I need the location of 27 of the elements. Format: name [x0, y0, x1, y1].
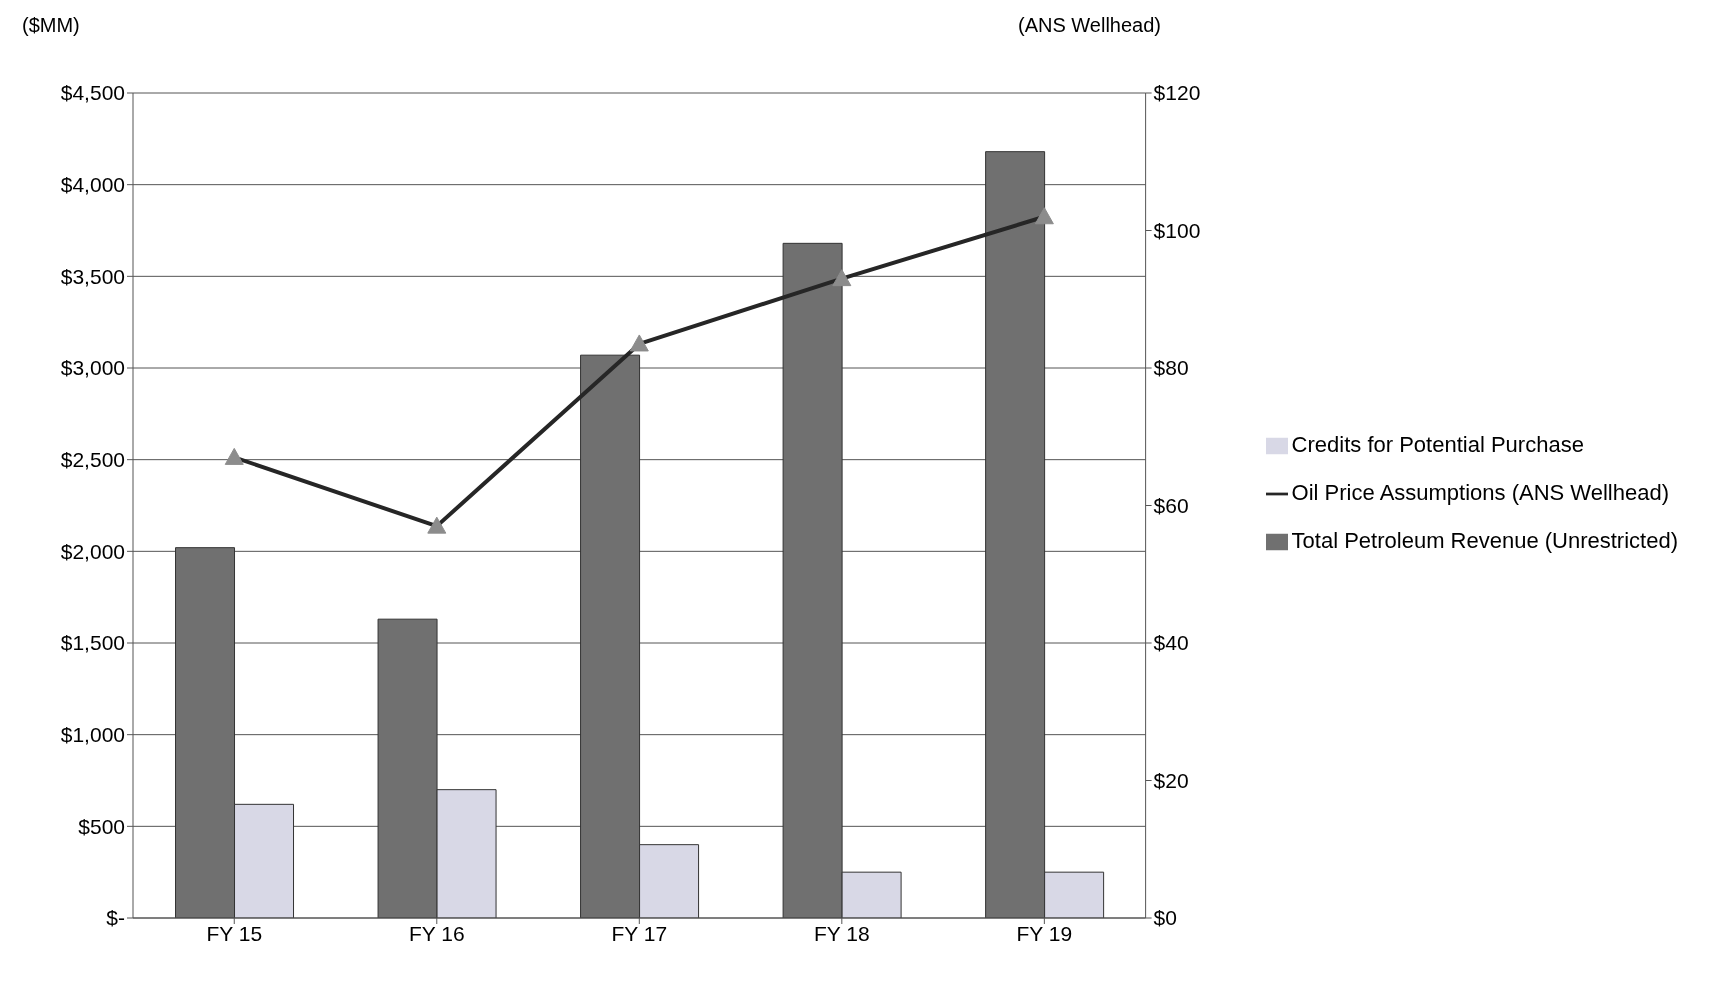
- y-tick-label: $4,500: [60, 81, 125, 105]
- y-tick-label: $500: [78, 814, 125, 838]
- y-tick-label: $-: [106, 906, 125, 930]
- x-tick-label: FY 18: [814, 921, 870, 945]
- y2-tick-label: $0: [1153, 906, 1177, 930]
- y-tick-label: $1,000: [60, 723, 125, 747]
- x-tick-label: FY 19: [1016, 921, 1073, 945]
- y2-tick-label: $60: [1153, 493, 1189, 517]
- y-tick-label: $2,000: [60, 539, 125, 563]
- y2-tick-label: $20: [1153, 768, 1189, 792]
- y-tick-label: $4,000: [60, 173, 125, 197]
- y2-tick-label: $120: [1153, 81, 1201, 105]
- x-tick-label: FY 16: [408, 921, 465, 945]
- x-tick-label: FY 15: [206, 921, 263, 945]
- y-axis-title: ($MM): [22, 14, 80, 37]
- x-tick-label: FY 17: [611, 921, 668, 945]
- y-tick-label: $2,500: [60, 448, 125, 472]
- y-tick-label: $3,500: [60, 264, 125, 288]
- y2-tick-label: $100: [1153, 218, 1201, 242]
- y2-axis-title: (ANS Wellhead): [1018, 14, 1162, 37]
- y-tick-label: $1,500: [60, 631, 125, 655]
- legend-label: Oil Price Assumptions (ANS Wellhead): [1291, 480, 1670, 505]
- legend-label: Credits for Potential Purchase: [1291, 432, 1584, 457]
- legend-label: Total Petroleum Revenue (Unrestricted): [1291, 528, 1678, 553]
- y2-tick-label: $40: [1153, 631, 1189, 655]
- y2-tick-label: $80: [1153, 356, 1189, 380]
- y-tick-label: $3,000: [60, 356, 125, 380]
